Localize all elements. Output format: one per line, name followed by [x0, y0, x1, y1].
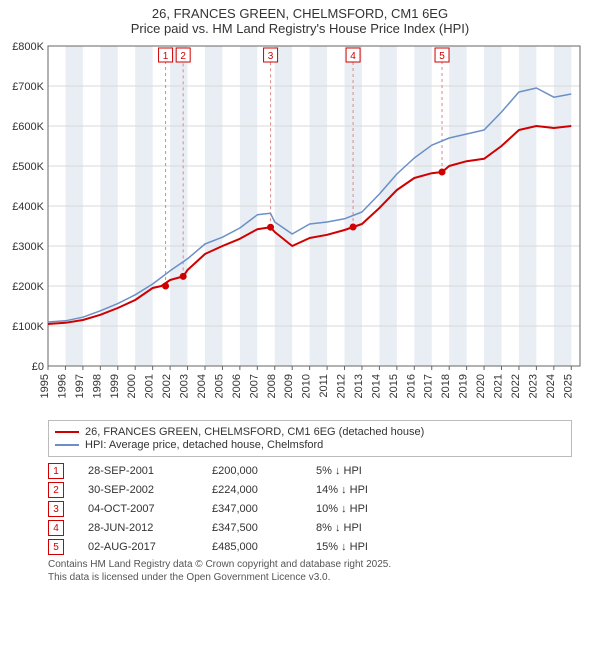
svg-text:2013: 2013	[353, 374, 365, 398]
svg-text:£0: £0	[32, 361, 44, 373]
title-line-2: Price paid vs. HM Land Registry's House …	[0, 21, 600, 36]
transaction-price: £224,000	[212, 484, 292, 496]
legend-label-2: HPI: Average price, detached house, Chel…	[85, 439, 323, 451]
svg-text:2001: 2001	[144, 374, 156, 398]
transaction-marker: 2	[48, 482, 64, 498]
footer-line-2: This data is licensed under the Open Gov…	[48, 572, 572, 585]
svg-text:2006: 2006	[231, 374, 243, 398]
transaction-row: 5 02-AUG-2017 £485,000 15% ↓ HPI	[48, 539, 572, 555]
svg-text:2022: 2022	[510, 374, 522, 398]
legend-swatch-2	[55, 444, 79, 446]
legend-swatch-1	[55, 431, 79, 433]
transaction-date: 04-OCT-2007	[88, 503, 188, 515]
svg-text:2020: 2020	[475, 374, 487, 398]
svg-text:5: 5	[439, 51, 445, 62]
svg-text:£800K: £800K	[12, 41, 44, 53]
svg-text:2017: 2017	[423, 374, 435, 398]
transaction-pct: 10% ↓ HPI	[316, 503, 406, 515]
svg-text:2018: 2018	[440, 374, 452, 398]
transactions-table: 1 28-SEP-2001 £200,000 5% ↓ HPI 2 30-SEP-2002…	[48, 463, 572, 555]
svg-text:2003: 2003	[179, 374, 191, 398]
svg-text:1999: 1999	[109, 374, 121, 398]
chart-container: £0 £100K £200K £300K £400K £500K £600K £700K £80…	[0, 36, 600, 416]
transaction-pct: 8% ↓ HPI	[316, 522, 406, 534]
legend-row: HPI: Average price, detached house, Chel…	[55, 439, 565, 451]
transaction-price: £200,000	[212, 465, 292, 477]
legend-row: 26, FRANCES GREEN, CHELMSFORD, CM1 6EG (…	[55, 426, 565, 438]
svg-text:£700K: £700K	[12, 81, 44, 93]
transaction-marker: 1	[48, 463, 64, 479]
transaction-date: 28-SEP-2001	[88, 465, 188, 477]
transaction-row: 2 30-SEP-2002 £224,000 14% ↓ HPI	[48, 482, 572, 498]
transaction-pct: 15% ↓ HPI	[316, 541, 406, 553]
svg-text:£100K: £100K	[12, 321, 44, 333]
transaction-price: £347,500	[212, 522, 292, 534]
footer-note: Contains HM Land Registry data © Crown c…	[48, 559, 572, 584]
svg-text:2008: 2008	[266, 374, 278, 398]
svg-text:3: 3	[268, 51, 274, 62]
svg-text:4: 4	[350, 51, 356, 62]
svg-text:2005: 2005	[213, 374, 225, 398]
svg-text:1996: 1996	[56, 374, 68, 398]
svg-text:2007: 2007	[248, 374, 260, 398]
chart-title-block: 26, FRANCES GREEN, CHELMSFORD, CM1 6EG P…	[0, 0, 600, 36]
transaction-row: 4 28-JUN-2012 £347,500 8% ↓ HPI	[48, 520, 572, 536]
transaction-price: £485,000	[212, 541, 292, 553]
svg-text:1998: 1998	[91, 374, 103, 398]
svg-text:1995: 1995	[39, 374, 51, 398]
svg-text:2: 2	[180, 51, 186, 62]
transaction-row: 1 28-SEP-2001 £200,000 5% ↓ HPI	[48, 463, 572, 479]
transaction-date: 28-JUN-2012	[88, 522, 188, 534]
transaction-row: 3 04-OCT-2007 £347,000 10% ↓ HPI	[48, 501, 572, 517]
svg-text:£200K: £200K	[12, 281, 44, 293]
transaction-date: 30-SEP-2002	[88, 484, 188, 496]
transaction-marker: 4	[48, 520, 64, 536]
svg-text:2011: 2011	[318, 374, 330, 398]
svg-text:2025: 2025	[562, 374, 574, 398]
svg-text:2021: 2021	[493, 374, 505, 398]
transaction-marker: 3	[48, 501, 64, 517]
svg-text:2023: 2023	[527, 374, 539, 398]
svg-text:2012: 2012	[336, 374, 348, 398]
svg-text:2019: 2019	[458, 374, 470, 398]
svg-text:2002: 2002	[161, 374, 173, 398]
svg-text:2004: 2004	[196, 374, 208, 398]
title-line-1: 26, FRANCES GREEN, CHELMSFORD, CM1 6EG	[0, 6, 600, 21]
svg-text:1997: 1997	[74, 374, 86, 398]
svg-text:2015: 2015	[388, 374, 400, 398]
legend-label-1: 26, FRANCES GREEN, CHELMSFORD, CM1 6EG (…	[85, 426, 424, 438]
svg-text:2016: 2016	[405, 374, 417, 398]
price-chart: £0 £100K £200K £300K £400K £500K £600K £700K £80…	[0, 36, 600, 416]
svg-text:2024: 2024	[545, 374, 557, 398]
svg-text:2000: 2000	[126, 374, 138, 398]
svg-text:£400K: £400K	[12, 201, 44, 213]
transaction-pct: 5% ↓ HPI	[316, 465, 406, 477]
svg-text:£600K: £600K	[12, 121, 44, 133]
transaction-marker: 5	[48, 539, 64, 555]
svg-text:2014: 2014	[370, 374, 382, 398]
svg-text:2010: 2010	[301, 374, 313, 398]
svg-text:£500K: £500K	[12, 161, 44, 173]
svg-text:1: 1	[163, 51, 169, 62]
footer-line-1: Contains HM Land Registry data © Crown c…	[48, 559, 572, 572]
svg-text:2009: 2009	[283, 374, 295, 398]
transaction-date: 02-AUG-2017	[88, 541, 188, 553]
transaction-price: £347,000	[212, 503, 292, 515]
transaction-pct: 14% ↓ HPI	[316, 484, 406, 496]
svg-text:£300K: £300K	[12, 241, 44, 253]
legend: 26, FRANCES GREEN, CHELMSFORD, CM1 6EG (…	[48, 420, 572, 457]
